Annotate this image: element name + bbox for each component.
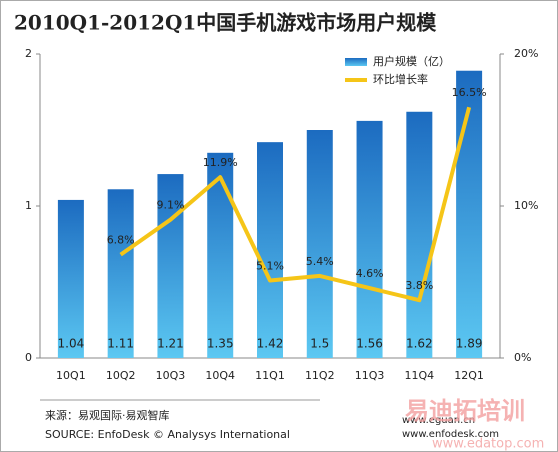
bar-value-label: 1.5	[310, 337, 329, 351]
bar	[306, 130, 333, 358]
x-tick-label: 11Q3	[355, 369, 385, 382]
line-value-label: 5.1%	[256, 259, 284, 272]
legend-label: 环比增长率	[373, 72, 428, 86]
x-tick-label: 10Q1	[56, 369, 86, 382]
line-value-label: 16.5%	[452, 86, 487, 99]
bar	[257, 142, 283, 358]
x-tick-label: 11Q2	[305, 369, 335, 382]
line-value-label: 4.6%	[356, 267, 384, 280]
growth-line	[119, 106, 472, 303]
line-value-label: 6.8%	[107, 234, 135, 247]
x-tick-label: 10Q2	[106, 369, 136, 382]
y-tick-label: 2	[25, 47, 32, 60]
bar-value-label: 1.42	[257, 337, 284, 351]
y2-tick-label: 20%	[514, 47, 538, 60]
bar	[356, 120, 383, 358]
y2-tick-label: 10%	[514, 199, 538, 212]
x-tick-label: 11Q1	[255, 369, 285, 382]
source-cn: 来源：易观国际·易观智库	[45, 408, 170, 422]
bar-value-label: 1.89	[456, 337, 483, 351]
watermark: 易迪拓培训	[405, 397, 525, 425]
line-value-label: 11.9%	[203, 156, 238, 169]
bar-value-label: 1.21	[157, 337, 184, 351]
y-tick-label: 1	[25, 199, 32, 212]
line-value-label: 3.8%	[405, 279, 433, 292]
bar	[406, 111, 433, 358]
x-tick-label: 12Q1	[454, 369, 484, 382]
bar-value-label: 1.04	[58, 337, 85, 351]
legend-swatch	[345, 58, 367, 66]
website: www.enfodesk.com	[402, 429, 499, 440]
legend-label: 用户规模（亿）	[373, 54, 450, 68]
bar	[57, 199, 84, 358]
y-tick-label: 0	[25, 351, 32, 364]
bar	[107, 189, 134, 358]
bar	[157, 174, 184, 358]
line-value-label: 5.4%	[306, 255, 334, 268]
line-value-label: 9.1%	[156, 199, 184, 212]
website: www.eguan.cn	[402, 415, 475, 426]
x-tick-label: 10Q4	[205, 369, 235, 382]
bar-value-label: 1.56	[356, 337, 383, 351]
watermark-url: www.edatop.com	[432, 437, 544, 452]
bar-value-label: 1.35	[207, 337, 234, 351]
bar	[456, 70, 483, 358]
source-en: SOURCE: EnfoDesk © Analysys Internationa…	[45, 428, 290, 441]
y2-tick-label: 0%	[514, 351, 531, 364]
x-tick-label: 10Q3	[156, 369, 186, 382]
bar-value-label: 1.62	[406, 337, 433, 351]
bar-value-label: 1.11	[107, 337, 134, 351]
chart-title: 2010Q1-2012Q1中国手机游戏市场用户规模	[14, 11, 437, 35]
x-tick-label: 11Q4	[405, 369, 435, 382]
